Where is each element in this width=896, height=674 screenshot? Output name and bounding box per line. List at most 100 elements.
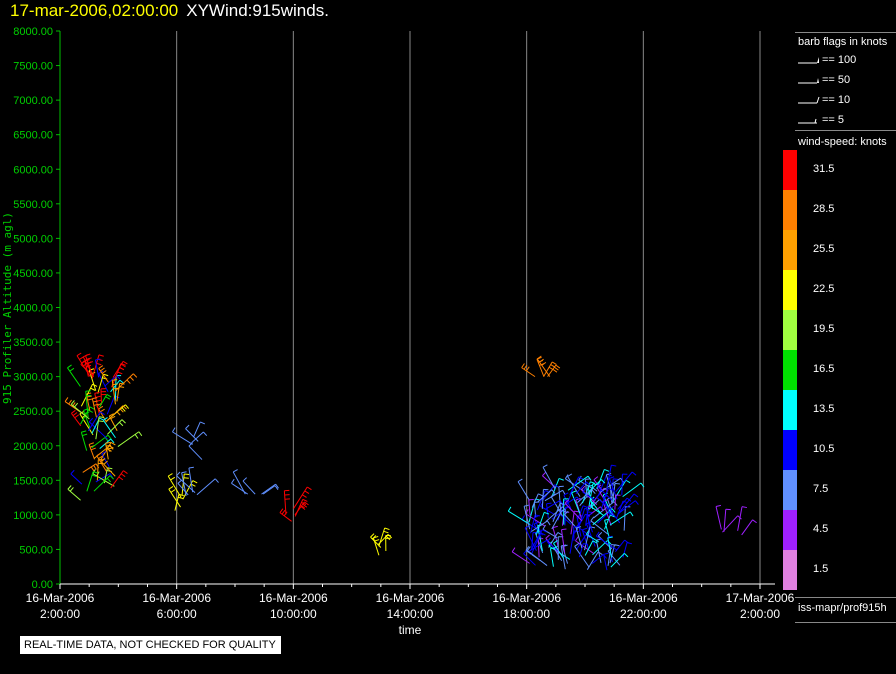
wind-barb-flag [275, 483, 279, 489]
wind-barb [193, 421, 201, 437]
wind-barb [101, 461, 116, 477]
wind-barb-flag [113, 387, 119, 390]
wind-barb [591, 554, 604, 564]
wind-barb-flag [521, 363, 525, 368]
barb-flag-10-icon [816, 96, 820, 104]
wind-barb [616, 500, 624, 519]
wind-barb-flag [126, 379, 131, 384]
wind-barb-flag [93, 403, 99, 406]
wind-barb-flag [526, 546, 531, 551]
wind-barb-flag [132, 373, 138, 378]
y-tick-label: 500.00 [19, 544, 53, 556]
wind-barb [110, 379, 121, 393]
speed-swatch [783, 190, 797, 230]
wind-barb [575, 540, 595, 554]
wind-barb [188, 445, 203, 460]
wind-barb-flag [74, 402, 79, 408]
wind-barb-flag [89, 406, 95, 410]
wind-barb [67, 367, 81, 387]
wind-barb [622, 542, 628, 558]
wind-barb [545, 500, 561, 510]
wind-barb-flag [67, 485, 72, 490]
y-tick-label: 6500.00 [13, 130, 53, 142]
wind-barb-flag [112, 379, 118, 381]
y-tick-label: 4000.00 [13, 303, 53, 315]
y-tick-label: 5500.00 [13, 199, 53, 211]
wind-barb [262, 485, 276, 495]
wind-barb-flag [507, 506, 512, 512]
wind-barb [283, 490, 287, 515]
wind-barb-flag [103, 417, 108, 421]
wind-barb [602, 501, 612, 526]
wind-barb-flag [606, 472, 612, 476]
wind-barb [111, 380, 116, 405]
wind-barb-flag [521, 515, 526, 521]
wind-barb [294, 499, 304, 517]
wind-barb-flag [625, 479, 631, 484]
wind-barb-flag [183, 477, 189, 479]
wind-barb-flag [116, 411, 121, 416]
wind-barb-flag [177, 479, 183, 484]
wind-barb-flag [79, 356, 84, 360]
wind-barb-flag [95, 463, 100, 469]
wind-barb-flag [95, 395, 101, 398]
title-product: XYWind:915winds. [186, 1, 329, 20]
wind-barb [590, 506, 604, 516]
wind-barb-flag [552, 368, 558, 373]
wind-barb-flag [374, 539, 380, 542]
wind-barb [84, 360, 89, 377]
wind-barb [98, 368, 109, 383]
wind-barb [584, 526, 591, 551]
wind-barb [543, 361, 553, 377]
wind-barb [607, 550, 621, 566]
wind-barb-flag [185, 424, 190, 429]
barb-item-100: == 100 [822, 54, 857, 66]
wind-barb-flag [582, 487, 586, 493]
wind-barb-flag [586, 513, 592, 516]
wind-barb-flag [72, 412, 78, 416]
wind-barb-flag [574, 543, 580, 547]
wind-barb-flag [611, 543, 617, 546]
wind-barb-flag [112, 383, 118, 386]
wind-barb-flag [85, 364, 90, 370]
x-tick-label: 16-Mar-2006 [376, 591, 445, 605]
barb-item-5: == 5 [822, 114, 845, 126]
wind-barb [196, 478, 216, 496]
y-tick-label: 7000.00 [13, 95, 53, 107]
y-axis-label: 915 Profiler Altitude (m agl) [1, 212, 14, 404]
wind-barb [612, 479, 627, 503]
x-tick-label: 2:00:00 [740, 607, 780, 621]
wind-barb [542, 466, 556, 489]
wind-barb-flag [553, 540, 558, 544]
wind-barb-flag [98, 420, 104, 423]
wind-barb-flag [583, 543, 589, 546]
speed-bin-label: 31.5 [813, 163, 835, 175]
legend-divider [795, 32, 896, 33]
wind-barb [596, 496, 614, 513]
wind-barb-flag [584, 507, 590, 511]
wind-barb-flag [526, 366, 530, 372]
wind-barb-flag [90, 466, 95, 472]
wind-barb [609, 508, 621, 524]
wind-barb-flag [80, 360, 85, 365]
wind-barb-flag [558, 477, 564, 481]
wind-barb [604, 514, 611, 530]
wind-barb [537, 489, 553, 503]
wind-barb [527, 550, 548, 566]
wind-barb-flag [231, 478, 235, 484]
wind-barb-flag [557, 532, 563, 536]
wind-barb [545, 506, 563, 522]
wind-barb [95, 473, 111, 483]
wind-barb [529, 529, 543, 552]
wind-barb [606, 465, 612, 489]
y-tick-label: 0.00 [32, 579, 53, 591]
y-tick-label: 2000.00 [13, 441, 53, 453]
wind-barb [188, 467, 194, 493]
x-tick-label: 14:00:00 [387, 607, 434, 621]
wind-barb [715, 506, 722, 530]
wind-barb-flag [590, 502, 594, 507]
wind-barb [191, 431, 204, 444]
wind-barb-flag [562, 490, 566, 495]
wind-barb-flag [86, 392, 92, 395]
wind-barb [564, 496, 578, 506]
